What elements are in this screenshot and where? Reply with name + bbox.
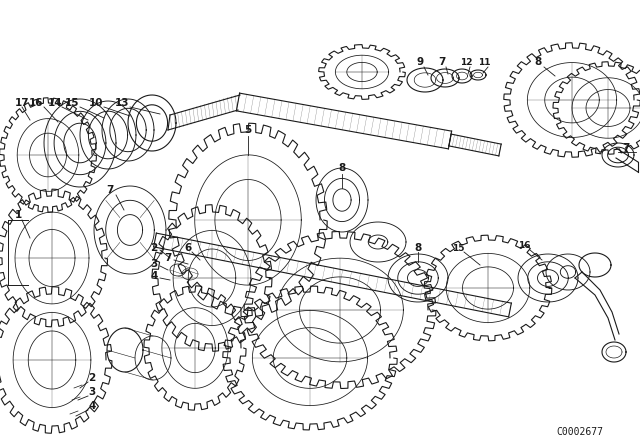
Text: 14: 14 (48, 98, 62, 108)
Text: 17: 17 (15, 98, 29, 108)
Text: 9: 9 (417, 57, 424, 67)
Text: 16: 16 (518, 241, 531, 250)
Text: 5: 5 (244, 125, 252, 135)
Text: 2: 2 (150, 243, 157, 253)
Text: 7: 7 (106, 185, 114, 195)
Text: 16: 16 (29, 98, 44, 108)
Text: C0002677: C0002677 (557, 427, 604, 437)
Text: 10: 10 (89, 98, 103, 108)
Text: 4: 4 (150, 271, 157, 281)
Text: 2: 2 (88, 373, 95, 383)
Text: 15: 15 (452, 244, 464, 253)
Text: 6: 6 (184, 243, 191, 253)
Text: 1: 1 (14, 210, 22, 220)
Text: 4: 4 (88, 401, 96, 411)
Text: 12: 12 (460, 57, 472, 66)
Text: 15: 15 (65, 98, 79, 108)
Text: 7: 7 (438, 57, 445, 67)
Text: 3: 3 (150, 259, 157, 269)
Text: 7: 7 (164, 253, 172, 263)
Text: 7: 7 (622, 143, 630, 153)
Text: 3: 3 (88, 387, 95, 397)
Text: 13: 13 (115, 98, 129, 108)
Text: 8: 8 (339, 163, 346, 173)
Text: 8: 8 (414, 243, 422, 253)
Text: 11: 11 (477, 57, 490, 66)
Text: 8: 8 (534, 57, 541, 67)
